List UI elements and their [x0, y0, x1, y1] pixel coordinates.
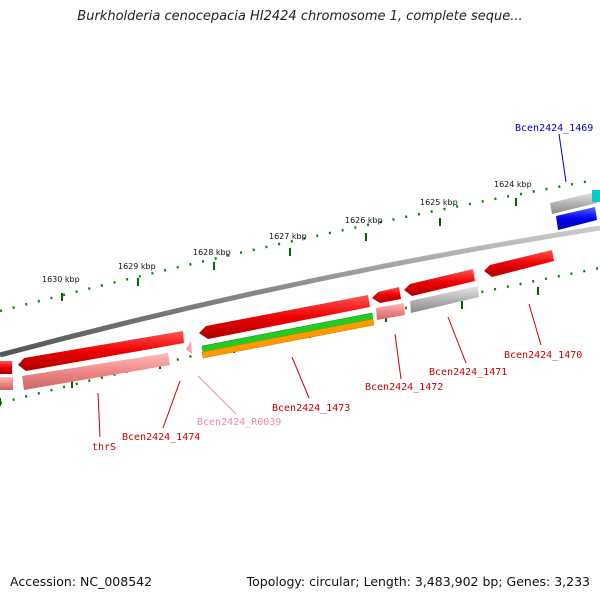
- label-bcen2424-1472: Bcen2424_1472: [365, 382, 443, 393]
- feature-cyan-edge[interactable]: [592, 190, 600, 202]
- feature-bcen2424-1472[interactable]: [372, 287, 401, 303]
- inner-major-ticks: [0, 287, 539, 406]
- feature-bcen2424-1474[interactable]: [18, 331, 184, 371]
- label-bcen2424-r0039: Bcen2424_R0039: [197, 417, 281, 428]
- feature-bcen2424-1473[interactable]: [199, 295, 370, 339]
- feature-bcen2424-1470[interactable]: [484, 250, 554, 277]
- feature-bcen2424-1469-cds[interactable]: [556, 207, 597, 230]
- outer-major-ticks: [61, 198, 517, 301]
- kbp-tick-labels: 1630 kbp 1629 kbp 1628 kbp 1627 kbp 1626…: [42, 180, 532, 284]
- label-bcen2424-1471: Bcen2424_1471: [429, 367, 507, 378]
- gene-labels: Bcen2424_1469 Bcen2424_1470 Bcen2424_147…: [92, 123, 593, 453]
- kbp-label-1626: 1626 kbp: [345, 216, 383, 225]
- gene-thrs[interactable]: [0, 377, 13, 390]
- feature-bcen2424-1471[interactable]: [404, 269, 475, 296]
- label-bcen2424-1474: Bcen2424_1474: [122, 432, 200, 443]
- gene-bcen2424-1471[interactable]: [410, 286, 479, 313]
- gene-layer-features: [0, 286, 479, 390]
- genome-backbone: [0, 225, 600, 358]
- label-thrs: thrS: [92, 442, 116, 453]
- gene-bcen2424-1474[interactable]: [22, 353, 170, 390]
- gene-bcen2424-1472[interactable]: [376, 303, 405, 320]
- accession-text: Accession: NC_008542: [10, 574, 153, 589]
- kbp-label-1625: 1625 kbp: [420, 198, 458, 207]
- label-leader-lines: [97, 133, 567, 438]
- forward-strand-features: [0, 190, 600, 374]
- kbp-label-1629: 1629 kbp: [118, 262, 156, 271]
- feature-thrs-forward[interactable]: [0, 361, 12, 374]
- label-bcen2424-1469: Bcen2424_1469: [515, 123, 593, 134]
- kbp-label-1627: 1627 kbp: [269, 232, 307, 241]
- kbp-label-1628: 1628 kbp: [193, 248, 231, 257]
- label-bcen2424-1470: Bcen2424_1470: [504, 350, 582, 361]
- feature-bcen2424-1469-gray[interactable]: [550, 192, 597, 214]
- feature-bcen2424-r0039[interactable]: [186, 341, 192, 354]
- gene-bcen2424-1473-orange[interactable]: [201, 318, 375, 359]
- label-bcen2424-1473: Bcen2424_1473: [272, 403, 350, 414]
- kbp-label-1624: 1624 kbp: [494, 180, 532, 189]
- topology-text: Topology: circular; Length: 3,483,902 bp…: [246, 574, 590, 589]
- kbp-label-1630: 1630 kbp: [42, 275, 80, 284]
- map-title: Burkholderia cenocepacia HI2424 chromoso…: [77, 9, 523, 24]
